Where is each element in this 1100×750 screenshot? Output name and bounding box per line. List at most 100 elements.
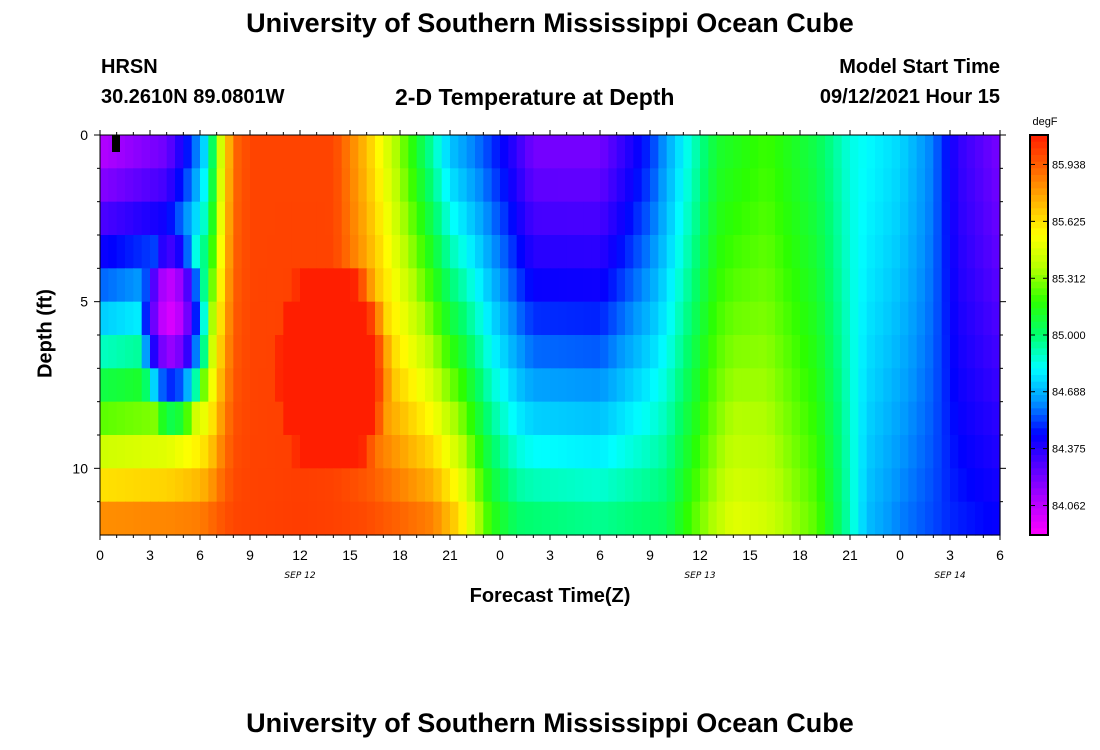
heatmap-cell xyxy=(900,468,909,503)
heatmap-cell xyxy=(950,368,959,403)
heatmap-cell xyxy=(300,135,309,169)
heatmap-cell xyxy=(733,401,743,436)
colorbar-segment xyxy=(1030,508,1048,516)
heatmap-cell xyxy=(525,168,534,203)
heatmap-cell xyxy=(900,335,909,369)
heatmap-cell xyxy=(258,468,268,503)
heatmap-cell xyxy=(550,468,559,503)
heatmap-cell xyxy=(616,168,626,203)
heatmap-cell xyxy=(816,435,826,469)
heatmap-cell xyxy=(325,268,334,303)
heatmap-cell xyxy=(166,401,176,436)
heatmap-cell xyxy=(600,301,609,336)
heatmap-cell xyxy=(408,335,418,369)
heatmap-cell xyxy=(433,335,443,369)
heatmap-cell xyxy=(808,168,818,203)
heatmap-cell xyxy=(458,168,468,203)
heatmap-cell xyxy=(741,468,751,503)
colorbar-segment xyxy=(1030,501,1048,509)
heatmap-cell xyxy=(425,335,434,369)
heatmap-cell xyxy=(575,468,584,503)
heatmap-cell xyxy=(200,168,209,203)
heatmap-cell xyxy=(475,335,484,369)
heatmap-cell xyxy=(533,435,543,469)
heatmap-cell xyxy=(850,435,859,469)
heatmap-cell xyxy=(683,235,693,269)
heatmap-cell xyxy=(600,401,609,436)
heatmap-cell xyxy=(233,468,243,503)
heatmap-cell xyxy=(591,168,601,203)
heatmap-cell xyxy=(933,301,943,336)
heatmap-cell xyxy=(741,401,751,436)
heatmap-cell xyxy=(291,501,301,536)
heatmap-cell xyxy=(141,335,151,369)
heatmap-cell xyxy=(941,335,951,369)
heatmap-cell xyxy=(250,168,259,203)
heatmap-cell xyxy=(166,435,176,469)
heatmap-cell xyxy=(633,135,643,169)
heatmap-cell xyxy=(658,135,668,169)
heatmap-cell xyxy=(450,301,459,336)
colorbar-label: 85.000 xyxy=(1052,330,1086,342)
heatmap-cell xyxy=(516,268,526,303)
heatmap-cell xyxy=(891,468,901,503)
heatmap-cell xyxy=(866,368,876,403)
heatmap-cell xyxy=(166,301,176,336)
heatmap-cell xyxy=(675,301,684,336)
heatmap-cell xyxy=(900,268,909,303)
heatmap-cell xyxy=(350,301,359,336)
heatmap-cell xyxy=(750,401,759,436)
heatmap-cell xyxy=(283,401,293,436)
heatmap-cell xyxy=(941,501,951,536)
colorbar-segment xyxy=(1030,368,1048,376)
heatmap-cell xyxy=(383,501,393,536)
heatmap-cell xyxy=(650,468,659,503)
heatmap-cell xyxy=(941,201,951,236)
heatmap-cell xyxy=(625,501,634,536)
heatmap-cell xyxy=(433,401,443,436)
heatmap-cell xyxy=(691,201,701,236)
heatmap-cell xyxy=(441,235,451,269)
heatmap-cell xyxy=(591,201,601,236)
heatmap-cell xyxy=(391,435,401,469)
heatmap-cell xyxy=(275,201,284,236)
heatmap-cell xyxy=(608,501,618,536)
heatmap-cell xyxy=(216,235,226,269)
heatmap-cell xyxy=(583,468,593,503)
heatmap-cell xyxy=(891,501,901,536)
heatmap-cell xyxy=(983,401,993,436)
heatmap-cell xyxy=(575,201,584,236)
heatmap-cell xyxy=(225,435,234,469)
heatmap-cell xyxy=(416,335,426,369)
heatmap-cell xyxy=(758,268,768,303)
heatmap-cell xyxy=(233,201,243,236)
heatmap-cell xyxy=(566,501,576,536)
colorbar-segment xyxy=(1030,308,1048,316)
heatmap-cell xyxy=(566,235,576,269)
heatmap-cell xyxy=(208,201,218,236)
heatmap-cell xyxy=(575,335,584,369)
heatmap-cell xyxy=(316,435,326,469)
heatmap-cell xyxy=(350,168,359,203)
heatmap-cell xyxy=(333,301,343,336)
heatmap-cell xyxy=(708,168,718,203)
heatmap-cell xyxy=(791,368,801,403)
heatmap-cell xyxy=(425,135,434,169)
heatmap-cell xyxy=(141,501,151,536)
heatmap-cell xyxy=(975,335,984,369)
heatmap-cell xyxy=(483,301,493,336)
heatmap-cell xyxy=(683,401,693,436)
heatmap-cell xyxy=(908,201,918,236)
heatmap-cell xyxy=(316,468,326,503)
heatmap-cell xyxy=(558,401,568,436)
heatmap-cell xyxy=(591,468,601,503)
heatmap-cell xyxy=(483,401,493,436)
heatmap-cell xyxy=(266,135,276,169)
heatmap-cell xyxy=(575,135,584,169)
heatmap-cell xyxy=(316,501,326,536)
heatmap-cell xyxy=(375,501,384,536)
heatmap-cell xyxy=(441,268,451,303)
heatmap-cell xyxy=(858,368,868,403)
heatmap-cell xyxy=(383,335,393,369)
heatmap-cell xyxy=(275,268,284,303)
